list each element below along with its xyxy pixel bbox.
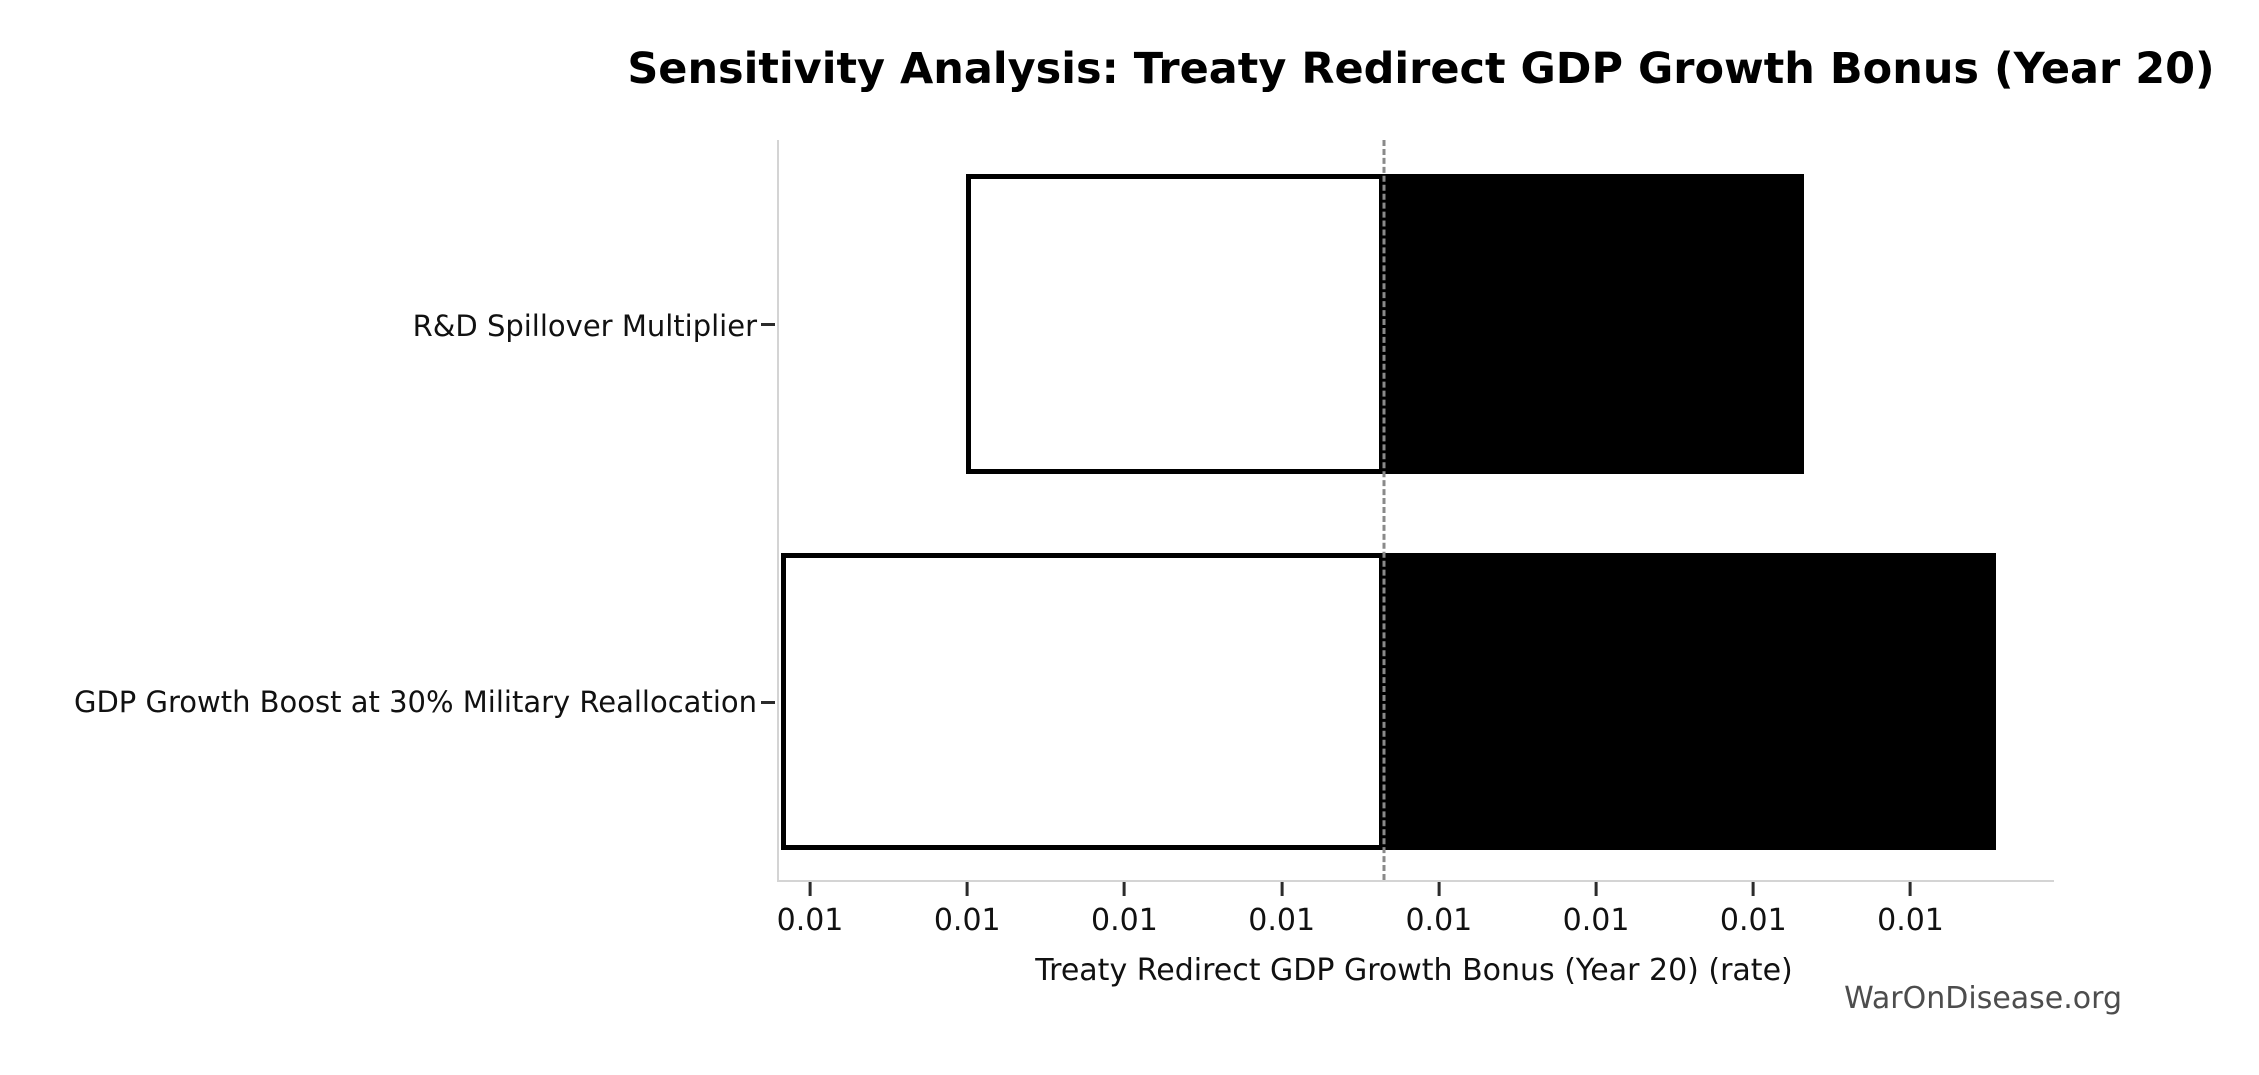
x-tick-label: 0.01	[1719, 903, 1787, 938]
x-tick-label: 0.01	[1091, 903, 1158, 938]
x-tick-label: 0.01	[776, 903, 844, 938]
x-tick: 0.01	[776, 882, 844, 938]
x-tick-label: 0.01	[1248, 903, 1316, 938]
x-tick-label: 0.01	[933, 903, 1001, 938]
x-tick-mark	[1594, 882, 1598, 896]
x-tick-mark	[1280, 882, 1284, 896]
x-tick-mark	[808, 882, 812, 896]
x-tick: 0.01	[1091, 882, 1158, 938]
y-tick-mark	[761, 700, 775, 704]
x-tick: 0.01	[1248, 882, 1315, 938]
baseline-dashed-line	[1382, 140, 1386, 880]
x-tick: 0.01	[1877, 882, 1944, 938]
bar-high-segment	[1384, 174, 1805, 474]
y-axis-label-rd-spillover: R&D Spillover Multiplier	[412, 309, 757, 343]
x-tick-mark	[1908, 882, 1912, 896]
x-tick-mark	[1437, 882, 1441, 896]
x-tick-mark	[1751, 882, 1755, 896]
x-axis-title: Treaty Redirect GDP Growth Bonus (Year 2…	[1035, 953, 1793, 988]
x-tick: 0.01	[1720, 882, 1787, 938]
bar-row	[779, 552, 2054, 851]
x-tick-mark	[1122, 882, 1126, 896]
bar-row	[779, 174, 2054, 474]
x-tick-mark	[965, 882, 969, 896]
watermark-text: WarOnDisease.org	[1844, 981, 2122, 1016]
chart-title: Sensitivity Analysis: Treaty Redirect GD…	[627, 44, 2215, 94]
bar-low-segment	[780, 552, 1385, 851]
x-tick: 0.01	[1405, 882, 1472, 938]
plot-area	[761, 140, 2054, 882]
y-tick-mark	[761, 322, 775, 326]
bar-low-segment	[966, 174, 1385, 474]
x-tick: 0.01	[1562, 882, 1630, 938]
bar-high-segment	[1384, 552, 1996, 851]
x-axis-ticks: 0.01 0.01 0.01 0.01 0.01 0.01 0.01 0.01	[777, 882, 2052, 952]
x-tick: 0.01	[934, 882, 1001, 938]
x-tick-label: 0.01	[1405, 903, 1473, 938]
x-tick-label: 0.01	[1877, 903, 1944, 938]
y-axis-label-gdp-boost: GDP Growth Boost at 30% Military Realloc…	[73, 685, 757, 719]
x-tick-label: 0.01	[1562, 903, 1630, 938]
